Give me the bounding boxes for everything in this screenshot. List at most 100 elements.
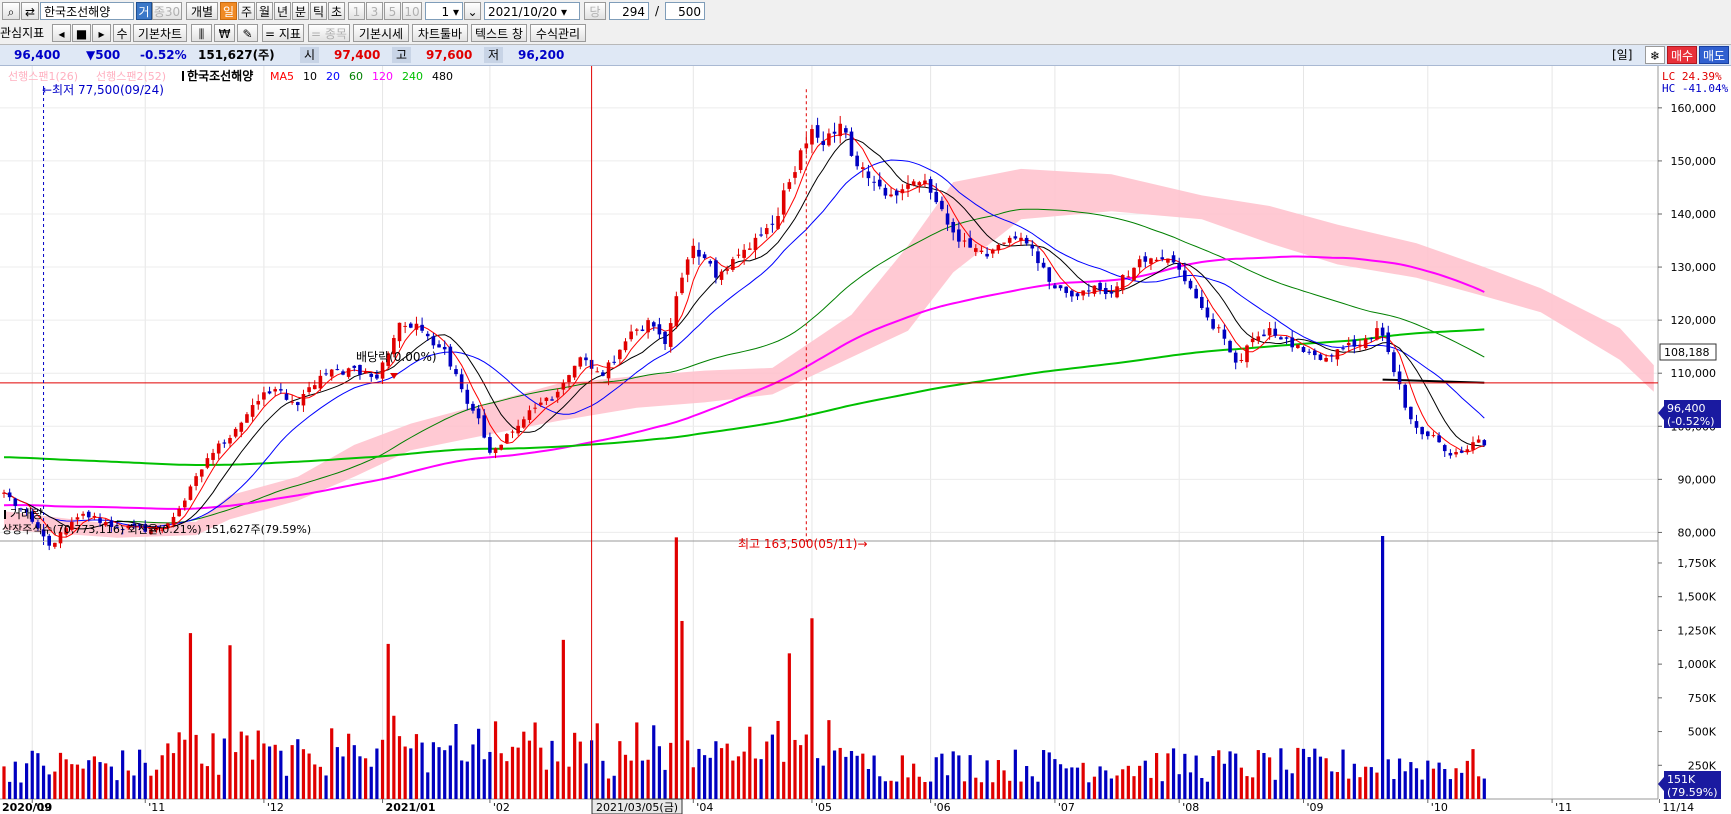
volume-bar	[567, 766, 571, 799]
candle-body	[815, 125, 820, 138]
stock-chart[interactable]: 80,00090,000100,000110,000120,000130,000…	[0, 66, 1731, 814]
candle-body	[555, 391, 560, 398]
volume-bar	[1290, 773, 1294, 799]
period-tab-second[interactable]: 초	[328, 2, 345, 20]
candle-body	[849, 131, 854, 156]
volume-bar	[1121, 769, 1125, 799]
volume-bar	[1138, 765, 1142, 799]
volume-bar	[646, 759, 650, 799]
ma240-line	[3, 328, 1485, 466]
candle-body	[1409, 406, 1413, 420]
search-icon[interactable]: ⌕	[2, 2, 20, 20]
buy-button[interactable]: 매수	[1667, 46, 1697, 64]
nav-left-icon[interactable]: ◂	[52, 24, 71, 42]
candle-body	[312, 385, 317, 390]
formula-button[interactable]: 수식관리	[530, 24, 586, 42]
low-price: 96,200	[518, 48, 565, 62]
volume-bar	[19, 782, 23, 799]
basic-price-button[interactable]: 기본시세	[353, 24, 409, 42]
settings-icon[interactable]: ❄	[1645, 46, 1665, 64]
volume-bar	[143, 762, 147, 799]
volume-bar	[1211, 756, 1215, 799]
volume-tick-label: 1,500K	[1677, 591, 1716, 604]
volume-bar	[1171, 748, 1176, 799]
volume-bar	[1392, 778, 1396, 799]
candle-body	[36, 522, 40, 529]
candle-body	[1459, 450, 1464, 453]
period-tab-minute[interactable]: 분	[292, 2, 309, 20]
candle-body	[53, 542, 57, 547]
individual-button[interactable]: 개별	[186, 2, 218, 20]
candle-body	[13, 498, 18, 506]
current-button[interactable]: 당	[584, 2, 606, 20]
volume-bar	[1070, 767, 1074, 799]
candle-body	[651, 322, 656, 327]
candle-body	[979, 250, 984, 253]
candle-body	[183, 500, 187, 508]
period-tab-tick[interactable]: 틱	[310, 2, 327, 20]
indicator-button[interactable]: = 지표	[262, 24, 304, 42]
period-indicator[interactable]: [일]	[1612, 48, 1633, 62]
swap-icon[interactable]: ⇄	[21, 2, 39, 20]
candle-body	[623, 341, 628, 351]
volume-bar	[1064, 768, 1068, 799]
stock-name-input[interactable]: 한국조선해양	[40, 2, 134, 20]
high-annotation: 최고 163,500(05/11)→	[738, 537, 868, 551]
candle-body	[1380, 327, 1385, 336]
period-tab-week[interactable]: 주	[238, 2, 255, 20]
candle-body	[488, 437, 492, 453]
won-icon[interactable]: ₩	[214, 24, 235, 42]
candle-body	[1228, 340, 1232, 353]
minute-choice-5[interactable]: 5	[384, 2, 401, 20]
minute-choice-1[interactable]: 1	[348, 2, 365, 20]
candle-body	[516, 425, 520, 434]
volume-bar	[183, 739, 187, 799]
indicator-label[interactable]: 관심지표	[0, 26, 45, 40]
period-tab-month[interactable]: 월	[256, 2, 273, 20]
price-change: ▼500	[86, 48, 121, 62]
volume-bar	[471, 744, 475, 799]
jung30-button[interactable]: 종30	[152, 2, 182, 20]
candle-body	[120, 529, 125, 531]
view-count-input[interactable]: 294	[609, 2, 649, 20]
text-window-button[interactable]: 텍스트 창	[471, 24, 527, 42]
nav-stop-icon[interactable]: ■	[72, 24, 91, 42]
volume-bar	[951, 751, 955, 799]
count-separator: /	[654, 4, 660, 18]
volume-bar	[776, 720, 780, 799]
candle-body	[1301, 346, 1306, 352]
candle-body	[759, 234, 763, 236]
count-select[interactable]: 1 ▾	[425, 2, 463, 20]
minute-choice-10[interactable]: 10	[402, 2, 422, 20]
basic-chart-button[interactable]: 기본차트	[133, 24, 187, 42]
ma120-line	[3, 255, 1485, 511]
chevron-down-icon[interactable]: ⌄	[464, 2, 481, 20]
date-select[interactable]: 2021/10/20 ▾	[484, 2, 580, 20]
candle-body	[911, 181, 916, 186]
geo-button[interactable]: 거	[136, 2, 152, 20]
period-tab-year[interactable]: 년	[274, 2, 291, 20]
volume-bar	[1075, 767, 1080, 799]
nav-right-icon[interactable]: ▸	[92, 24, 111, 42]
legend-ma-240: 240	[402, 70, 423, 83]
candle-body	[301, 393, 306, 406]
legend-ma-10: 10	[303, 70, 317, 83]
candle-body	[1041, 262, 1046, 268]
volume-bar	[1301, 748, 1306, 799]
total-count-input[interactable]: 500	[665, 2, 705, 20]
volume-bar	[714, 741, 718, 799]
candle-icon[interactable]: ⫼	[191, 24, 212, 42]
candle-body	[962, 240, 967, 242]
tool-icon[interactable]: ✎	[237, 24, 258, 42]
chart-toolbar-button[interactable]: 차트툴바	[412, 24, 468, 42]
volume-bar	[640, 760, 645, 799]
su-button[interactable]: 수	[113, 24, 131, 42]
sell-button[interactable]: 매도	[1699, 46, 1729, 64]
stock-button[interactable]: = 종목	[308, 24, 350, 42]
candle-body	[1296, 344, 1300, 349]
volume-bar	[1426, 760, 1430, 799]
minute-choice-3[interactable]: 3	[366, 2, 383, 20]
volume-bar	[878, 776, 882, 799]
candle-body	[1471, 442, 1475, 450]
period-tab-day[interactable]: 일	[220, 2, 237, 20]
